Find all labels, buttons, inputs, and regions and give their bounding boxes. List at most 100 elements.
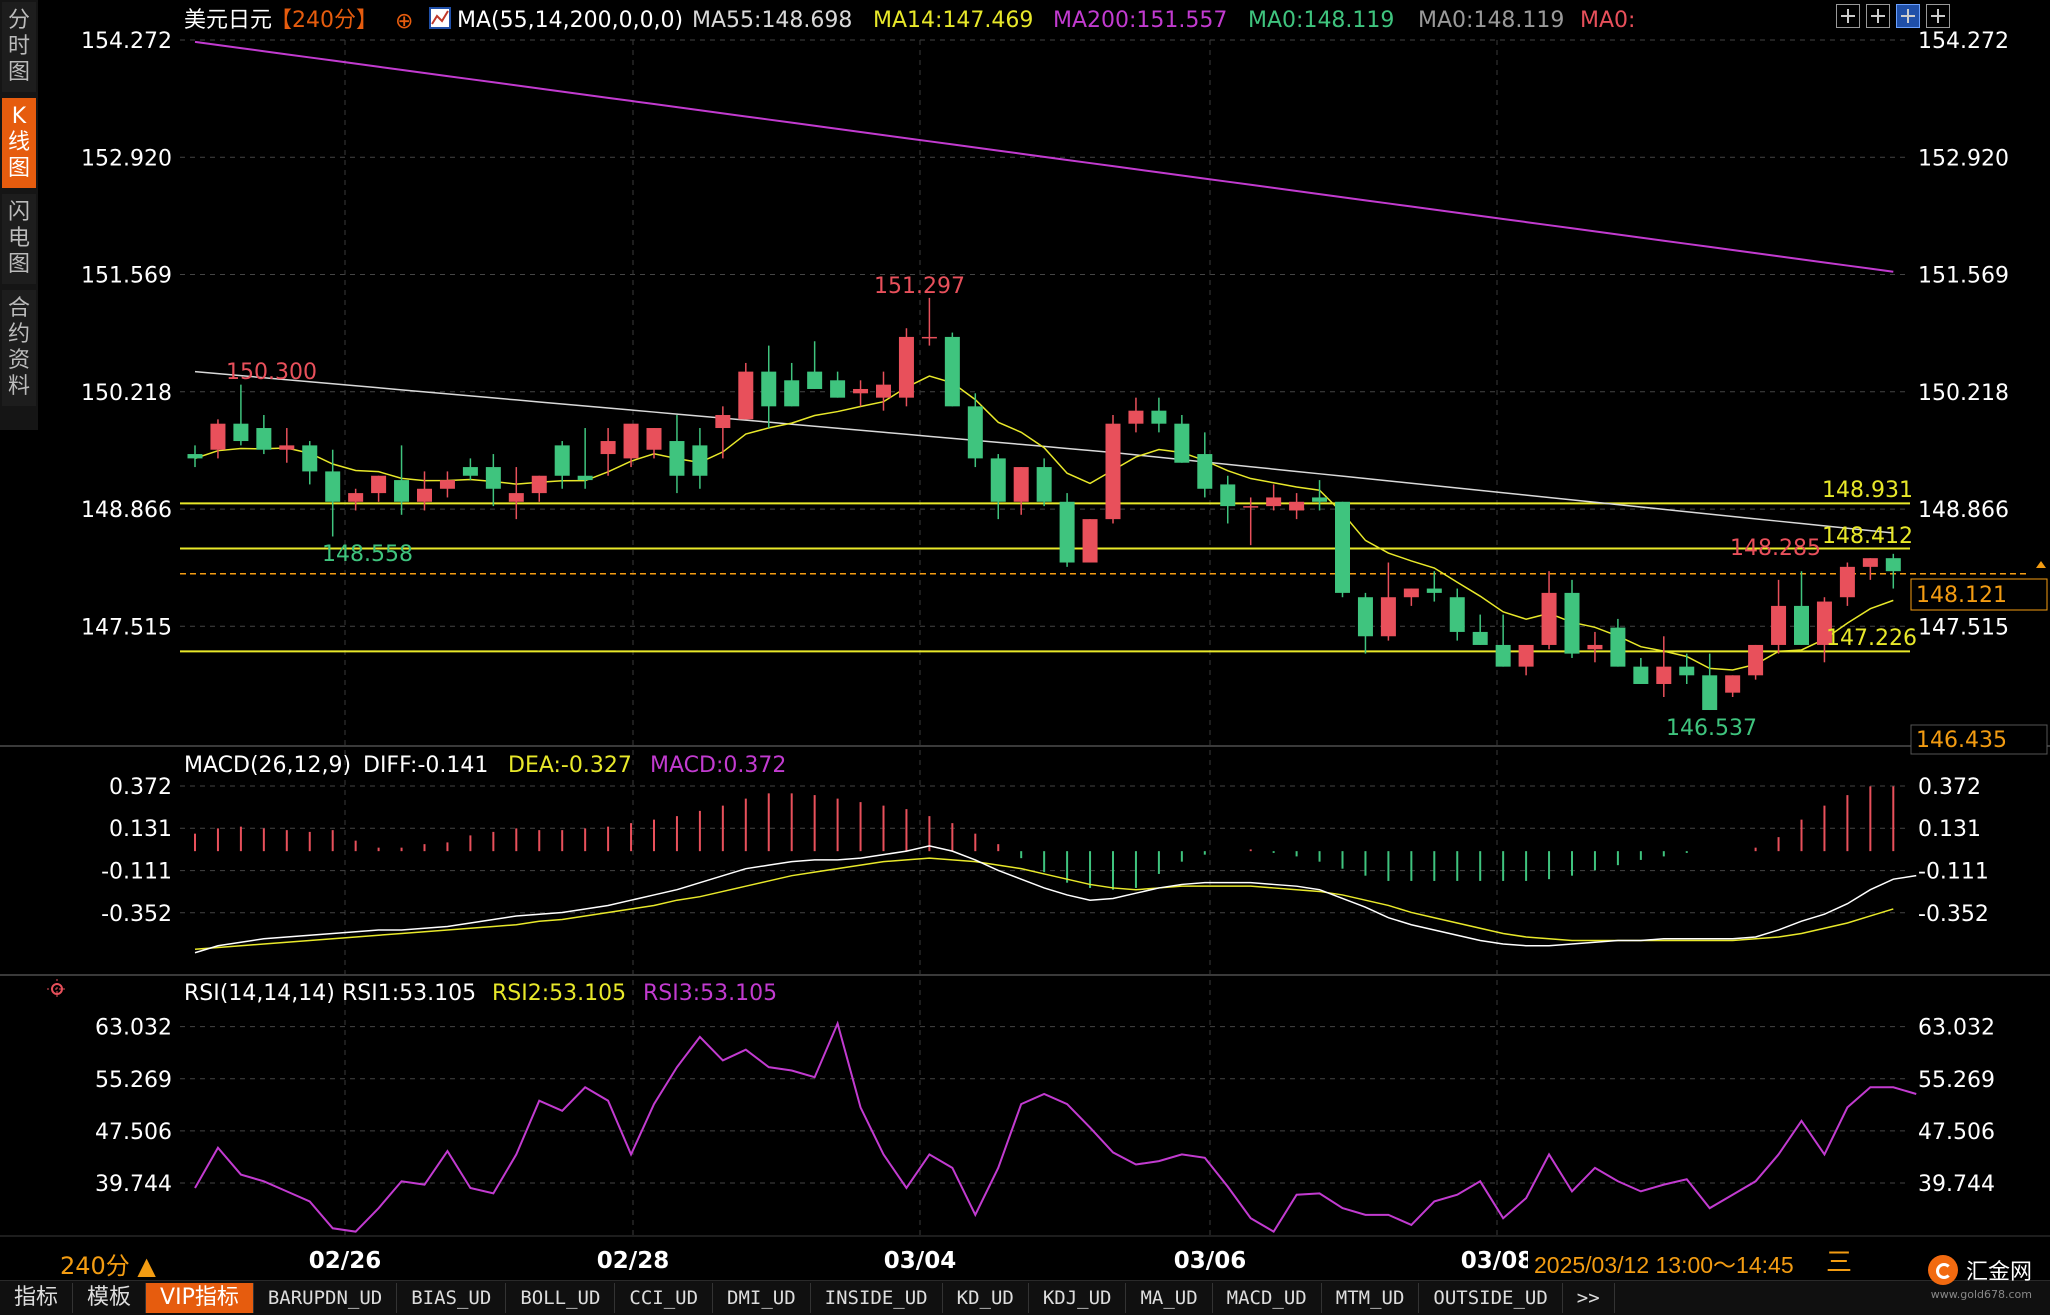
indicator-outside[interactable]: OUTSIDE_UD [1419, 1283, 1563, 1313]
indicator-barupdn[interactable]: BARUPDN_UD [254, 1283, 398, 1313]
candle-body [531, 475, 547, 494]
more-indicators-button[interactable]: >> [1563, 1283, 1615, 1313]
indicator-kd[interactable]: KD_UD [943, 1283, 1029, 1313]
candle-body [967, 406, 983, 459]
add-indicator-icon[interactable]: ⊕ [395, 9, 413, 34]
period-selector[interactable]: 240分 ▲ [60, 1252, 156, 1280]
chart-canvas[interactable]: 美元日元 【240分】 ⊕ MA(55,14,200,0,0,0) MA55:1… [0, 0, 2050, 1280]
candle-body [1220, 484, 1236, 507]
candle [1266, 484, 1282, 511]
grid-toggle-icon[interactable] [1836, 4, 1860, 28]
candle-body [1862, 558, 1878, 567]
candle-body [898, 336, 914, 398]
candle-body [371, 475, 387, 494]
indicator-kdj[interactable]: KDJ_UD [1029, 1283, 1127, 1313]
horizontal-lines[interactable] [180, 502, 2030, 653]
candle [348, 488, 364, 511]
fullscreen-icon[interactable] [1926, 4, 1950, 28]
ma14-label: MA14:147.469 [873, 8, 1033, 33]
candle [1495, 614, 1511, 667]
candle [439, 471, 455, 498]
template-menu[interactable]: 模板 [73, 1283, 147, 1313]
indicator-macd[interactable]: MACD_UD [1213, 1283, 1322, 1313]
candle [279, 428, 295, 463]
macd-dea: DEA:-0.327 [508, 753, 632, 778]
candle-body [1771, 605, 1787, 645]
brand-logo-area: 汇金网 www.gold678.com [1927, 1254, 2032, 1301]
candle-body [1587, 644, 1603, 650]
ma0-label-gray: MA0:148.119 [1418, 8, 1564, 33]
candle-body [302, 445, 318, 472]
candle [830, 371, 846, 398]
candle-body [1059, 501, 1075, 563]
candle-body [348, 493, 364, 502]
indicator-bias[interactable]: BIAS_UD [397, 1283, 507, 1313]
candle [1472, 614, 1488, 645]
rsi2-value: RSI2:53.105 [492, 981, 626, 1006]
candle-body [1357, 597, 1373, 637]
candle [256, 415, 272, 455]
candle-body [921, 336, 937, 339]
rsi3-value: RSI3:53.105 [643, 981, 777, 1006]
kline-chart-area[interactable]: 美元日元 【240分】 ⊕ MA(55,14,200,0,0,0) MA55:1… [0, 0, 2050, 1282]
candlesticks[interactable] [187, 297, 1901, 711]
candle [462, 458, 478, 481]
macd-histogram [194, 786, 1895, 890]
tab-contract-info[interactable]: 合约资料 [2, 290, 36, 406]
current-price-box [1910, 578, 2048, 611]
indicator-dmi[interactable]: DMI_UD [713, 1283, 811, 1313]
rsi-tick-right: 47.506 [1918, 1120, 1995, 1145]
tab-flash[interactable]: 闪电图 [2, 194, 36, 284]
candle-body [1610, 627, 1626, 667]
macd-tick-right: -0.111 [1918, 860, 1989, 885]
macd-tick-left: 0.372 [109, 775, 172, 800]
tab-timeshare[interactable]: 分时图 [2, 2, 36, 92]
time-range-label: 2025/03/12 13:00～14:45 [1528, 1244, 1800, 1282]
brand-name: 汇金网 [1965, 1260, 2032, 1285]
symbol-title: 美元日元 [184, 8, 272, 33]
chart-type-icon[interactable] [429, 7, 451, 29]
crosshair-icon[interactable] [47, 979, 67, 999]
candle [1748, 644, 1764, 680]
time-menu-icon[interactable]: 三 [1826, 1248, 1853, 1278]
candle [1059, 493, 1075, 567]
candle-body [394, 480, 410, 502]
candle [1335, 501, 1350, 598]
candle [1357, 592, 1373, 654]
indicator-menu[interactable]: 指标 [0, 1283, 74, 1313]
candle-body [1702, 675, 1718, 711]
diff-line [194, 845, 1917, 954]
indicator-boll[interactable]: BOLL_UD [506, 1283, 616, 1313]
vip-indicator-tab[interactable]: VIP指标 [146, 1283, 254, 1313]
macd-lines [194, 845, 1917, 954]
indicator-cci[interactable]: CCI_UD [615, 1283, 714, 1313]
candle [1771, 579, 1787, 654]
macd-title: MACD(26,12,9) [184, 753, 351, 778]
rsi-tick-left: 47.506 [95, 1120, 172, 1145]
indicator-icon[interactable] [1866, 4, 1890, 28]
indicator-ma[interactable]: MA_UD [1126, 1283, 1213, 1313]
line-label-3: 147.226 [1826, 626, 1917, 651]
candle [1610, 618, 1626, 667]
candle [1725, 675, 1741, 698]
candle-body [554, 445, 570, 476]
macd-tick-right: 0.131 [1918, 817, 1981, 842]
candle [1174, 415, 1190, 463]
candle [761, 345, 777, 429]
candle [898, 328, 914, 407]
tab-contract-info-label: 合约资料 [7, 296, 30, 399]
candle-body [600, 441, 616, 455]
indicator-mtm[interactable]: MTM_UD [1322, 1283, 1420, 1313]
candle [600, 428, 616, 476]
rsi-axis: 63.032 63.032 55.269 55.269 47.506 47.506 39.7… [95, 1016, 1995, 1197]
candle-body [1794, 605, 1809, 645]
x-axis-dates: 02/26 02/28 03/04 03/06 03/08 [309, 1248, 1533, 1274]
candle-body [623, 423, 639, 459]
indicator-inside[interactable]: INSIDE_UD [811, 1283, 943, 1313]
draw-line-icon[interactable] [1896, 4, 1920, 28]
candle [1862, 558, 1878, 580]
candle-body [508, 493, 524, 502]
